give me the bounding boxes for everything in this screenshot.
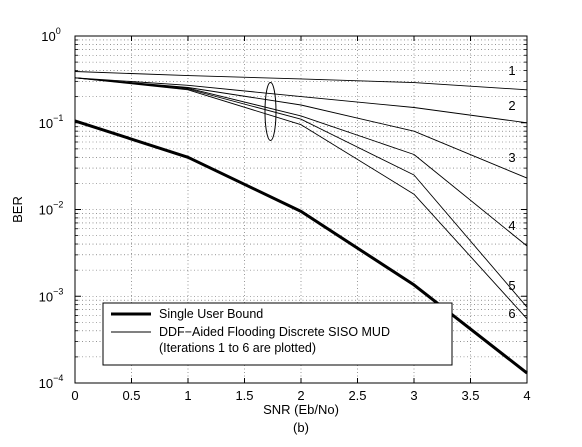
figure-caption: (b) (293, 420, 309, 435)
y-tick-label: 10−2 (39, 200, 64, 218)
series-line-iteration-6 (74, 77, 528, 320)
iteration-group-ellipse (264, 81, 277, 141)
series-line-iteration-2 (74, 77, 528, 124)
legend-label: (Iterations 1 to 6 are plotted) (159, 341, 316, 355)
x-tick-label: 0.5 (122, 388, 140, 403)
series-label-1: 1 (508, 63, 515, 78)
series-line-iteration-4 (74, 77, 528, 247)
legend-label: DDF−Aided Flooding Discrete SISO MUD (159, 325, 390, 339)
series-line-iteration-5 (74, 77, 528, 308)
y-axis-label: BER (10, 196, 25, 223)
series-label-5: 5 (508, 278, 515, 293)
series-line-iteration-1 (74, 71, 528, 91)
series-labels: 1 2 3 4 5 6 (508, 63, 515, 321)
x-tick-label: 0 (71, 388, 78, 403)
series-line-iteration-3 (74, 77, 528, 179)
x-tick-label: 4 (523, 388, 530, 403)
y-tick-label: 100 (41, 26, 60, 44)
series-label-4: 4 (508, 218, 515, 233)
x-axis-label: SNR (Eb/No) (263, 402, 339, 417)
x-tick-label: 1 (184, 388, 191, 403)
axis-labels: SNR (Eb/No) BER (b) (10, 196, 339, 435)
y-tick-label: 10−3 (39, 286, 64, 304)
axis-ticks: 0 0.5 1 1.5 2 2.5 3 3.5 4 100 10−1 10−2 10−3 10−4 (39, 26, 531, 403)
x-tick-label: 3.5 (461, 388, 479, 403)
series-label-3: 3 (508, 150, 515, 165)
legend-label: Single User Bound (159, 307, 263, 321)
x-tick-label: 1.5 (235, 388, 253, 403)
x-tick-label: 2 (297, 388, 304, 403)
series-label-2: 2 (508, 98, 515, 113)
annotation (264, 81, 277, 141)
x-tick-label: 3 (410, 388, 417, 403)
legend: Single User Bound DDF−Aided Flooding Disc… (102, 302, 453, 366)
legend-box (102, 302, 453, 366)
series-label-6: 6 (508, 306, 515, 321)
y-tick-label: 10−4 (39, 373, 64, 391)
x-tick-label: 2.5 (348, 388, 366, 403)
y-tick-label: 10−1 (39, 113, 64, 131)
